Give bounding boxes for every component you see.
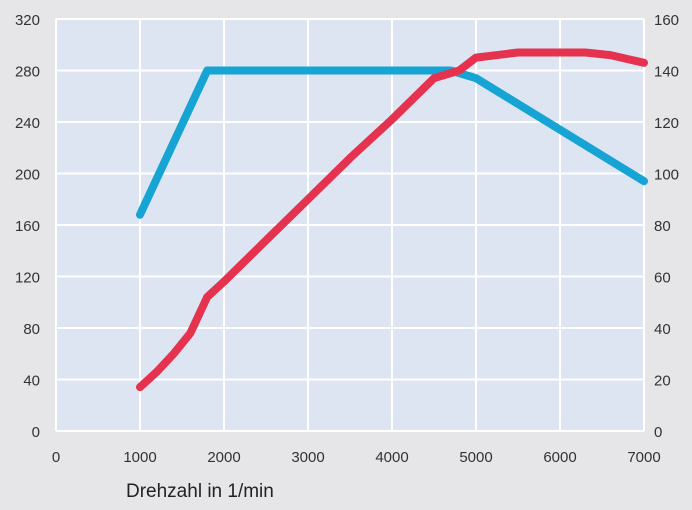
- x-tick-label-4: 4000: [375, 449, 408, 466]
- x-axis-ticks: 0 1000 2000 3000 4000 5000 6000 7000: [52, 449, 661, 466]
- series-lines: [136, 48, 648, 392]
- right-tick-label-4: 80: [654, 218, 671, 235]
- right-tick-label-6: 120: [654, 115, 679, 132]
- right-tick-label-7: 140: [654, 64, 679, 81]
- left-tick-label-2: 80: [23, 321, 40, 338]
- x-tick-label-3: 3000: [291, 449, 324, 466]
- left-tick-label-4: 160: [15, 218, 40, 235]
- left-tick-label-6: 240: [15, 115, 40, 132]
- x-tick-label-7: 7000: [627, 449, 660, 466]
- x-tick-label-1: 1000: [123, 449, 156, 466]
- right-tick-label-8: 160: [654, 12, 679, 29]
- x-tick-label-6: 6000: [543, 449, 576, 466]
- right-tick-label-3: 60: [654, 270, 671, 287]
- x-tick-label-0: 0: [52, 449, 60, 466]
- right-tick-label-0: 0: [654, 424, 662, 441]
- left-tick-label-8: 320: [15, 12, 40, 29]
- left-tick-label-0: 0: [32, 424, 40, 441]
- left-tick-label-3: 120: [15, 270, 40, 287]
- right-tick-label-1: 20: [654, 373, 671, 390]
- right-tick-label-2: 40: [654, 321, 671, 338]
- left-tick-label-7: 280: [15, 64, 40, 81]
- left-axis-ticks: 0 40 80 120 160 200 240 280 320: [15, 12, 40, 441]
- x-axis-label: Drehzahl in 1/min: [126, 481, 274, 502]
- x-tick-label-5: 5000: [459, 449, 492, 466]
- grid-lines: [55, 18, 645, 432]
- left-tick-label-1: 40: [23, 373, 40, 390]
- right-tick-label-5: 100: [654, 167, 679, 184]
- right-axis-ticks: 0 20 40 60 80 100 120 140 160: [654, 12, 679, 441]
- x-tick-label-2: 2000: [207, 449, 240, 466]
- left-tick-label-5: 200: [15, 167, 40, 184]
- series-line-1: [136, 48, 648, 392]
